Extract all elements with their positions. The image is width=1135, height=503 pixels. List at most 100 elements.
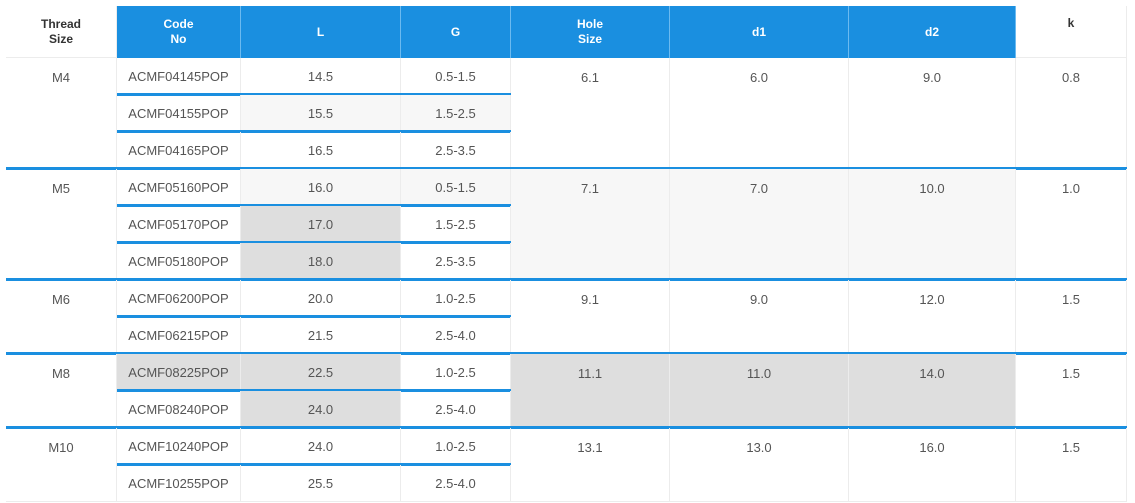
header-thread-text: Thread Size — [40, 16, 81, 46]
code-no-cell-text: ACMF10240POP — [128, 438, 229, 454]
header-d2: d2 — [849, 6, 1016, 58]
k-cell-text: 1.5 — [1061, 292, 1081, 307]
G-cell-text: 1.0-2.5 — [435, 438, 476, 454]
L-cell: 20.0 — [241, 280, 401, 317]
d2-cell: 14.0 — [849, 354, 1016, 428]
thread-size-cell-text: M6 — [51, 292, 71, 307]
G-cell: 2.5-4.0 — [401, 317, 511, 354]
G-cell-text: 2.5-4.0 — [435, 475, 476, 491]
L-cell: 16.5 — [241, 132, 401, 169]
d1-cell: 7.0 — [670, 169, 849, 280]
header-L: L — [241, 6, 401, 58]
d1-cell: 6.0 — [670, 58, 849, 169]
thread-size-cell-text: M5 — [51, 181, 71, 196]
d2-cell-text: 12.0 — [919, 292, 945, 307]
code-no-cell: ACMF05160POP — [117, 169, 241, 206]
hole-cell: 9.1 — [511, 280, 670, 354]
G-cell: 2.5-4.0 — [401, 391, 511, 428]
G-cell-text: 1.5-2.5 — [435, 105, 476, 121]
d2-cell: 9.0 — [849, 58, 1016, 169]
row-divider — [117, 93, 511, 96]
code-no-cell-text: ACMF05180POP — [128, 253, 229, 269]
code-no-cell-text: ACMF08225POP — [128, 364, 229, 380]
L-cell-text: 17.0 — [307, 216, 334, 232]
hole-cell: 11.1 — [511, 354, 670, 428]
hole-cell: 6.1 — [511, 58, 670, 169]
hole-cell-text: 6.1 — [580, 70, 600, 85]
k-cell-text: 0.8 — [1061, 70, 1081, 85]
header-code: Code No — [117, 6, 241, 58]
thread-size-cell: M10 — [6, 428, 117, 502]
group-divider — [6, 352, 1127, 355]
code-no-cell: ACMF05170POP — [117, 206, 241, 243]
L-cell-text: 24.0 — [307, 438, 334, 454]
G-cell: 1.0-2.5 — [401, 428, 511, 465]
G-cell: 2.5-4.0 — [401, 465, 511, 502]
thread-size-cell: M4 — [6, 58, 117, 169]
k-cell-text: 1.5 — [1061, 440, 1081, 455]
code-no-cell: ACMF08240POP — [117, 391, 241, 428]
code-no-cell-text: ACMF05160POP — [128, 179, 229, 195]
L-cell: 22.5 — [241, 354, 401, 391]
G-cell: 1.0-2.5 — [401, 280, 511, 317]
L-cell: 25.5 — [241, 465, 401, 502]
group-divider — [6, 167, 1127, 170]
L-cell-text: 16.5 — [307, 142, 334, 158]
code-no-cell-text: ACMF05170POP — [128, 216, 229, 232]
row-divider — [117, 204, 511, 207]
header-d1-text: d1 — [751, 24, 766, 39]
L-cell: 18.0 — [241, 243, 401, 280]
G-cell-text: 0.5-1.5 — [435, 68, 476, 84]
thread-size-cell: M5 — [6, 169, 117, 280]
code-no-cell: ACMF04145POP — [117, 58, 241, 95]
row-divider — [117, 463, 511, 466]
d2-cell: 12.0 — [849, 280, 1016, 354]
L-cell: 17.0 — [241, 206, 401, 243]
thread-size-cell: M6 — [6, 280, 117, 354]
G-cell-text: 2.5-3.5 — [435, 253, 476, 269]
G-cell-text: 2.5-4.0 — [435, 401, 476, 417]
header-hole-text: Hole Size — [576, 17, 603, 46]
code-no-cell: ACMF10240POP — [117, 428, 241, 465]
k-cell: 0.8 — [1016, 58, 1127, 169]
code-no-cell-text: ACMF08240POP — [128, 401, 229, 417]
hole-cell-text: 9.1 — [580, 292, 600, 307]
G-cell: 2.5-3.5 — [401, 243, 511, 280]
header-k-text: k — [1067, 16, 1075, 30]
spec-table: Thread Size Code No L G Hole Size d1 d2 k M4 6.1 6… — [6, 6, 1127, 502]
L-cell-text: 16.0 — [307, 179, 334, 195]
header-L-text: L — [316, 24, 325, 39]
d1-cell-text: 7.0 — [749, 181, 769, 196]
header-G-text: G — [450, 24, 461, 39]
code-no-cell-text: ACMF10255POP — [128, 475, 229, 491]
hole-cell-text: 13.1 — [577, 440, 603, 455]
code-no-cell: ACMF04165POP — [117, 132, 241, 169]
d1-cell-text: 9.0 — [749, 292, 769, 307]
header-code-text: Code No — [163, 17, 194, 46]
d1-cell: 11.0 — [670, 354, 849, 428]
d1-cell: 9.0 — [670, 280, 849, 354]
hole-cell-text: 7.1 — [580, 181, 600, 196]
code-no-cell: ACMF08225POP — [117, 354, 241, 391]
G-cell: 1.5-2.5 — [401, 206, 511, 243]
code-no-cell: ACMF04155POP — [117, 95, 241, 132]
header-G: G — [401, 6, 511, 58]
header-hole: Hole Size — [511, 6, 670, 58]
k-cell-text: 1.0 — [1061, 181, 1081, 196]
code-no-cell: ACMF10255POP — [117, 465, 241, 502]
header-k: k — [1016, 6, 1127, 58]
d2-cell: 10.0 — [849, 169, 1016, 280]
code-no-cell-text: ACMF04145POP — [128, 68, 229, 84]
thread-size-cell-text: M4 — [51, 70, 71, 85]
d2-cell: 16.0 — [849, 428, 1016, 502]
G-cell: 2.5-3.5 — [401, 132, 511, 169]
d2-cell-text: 16.0 — [919, 440, 945, 455]
code-no-cell: ACMF05180POP — [117, 243, 241, 280]
L-cell-text: 21.5 — [307, 327, 334, 343]
G-cell: 0.5-1.5 — [401, 58, 511, 95]
k-cell: 1.0 — [1016, 169, 1127, 280]
L-cell-text: 20.0 — [307, 290, 334, 306]
d2-cell-text: 9.0 — [922, 70, 942, 85]
hole-cell: 13.1 — [511, 428, 670, 502]
L-cell: 24.0 — [241, 428, 401, 465]
